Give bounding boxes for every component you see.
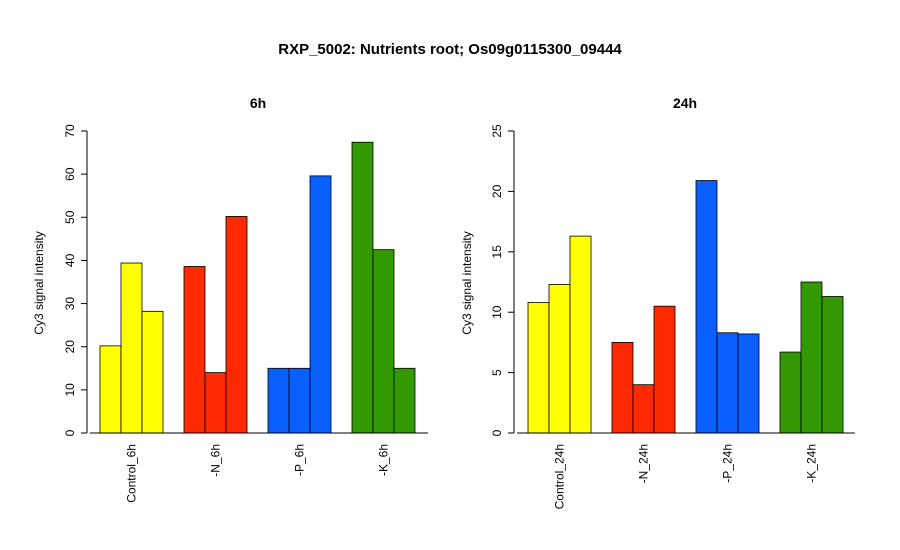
bar-Control_6h-3 — [141, 310, 164, 434]
category-label: -N_6h — [209, 444, 223, 477]
bars — [99, 141, 416, 434]
bar--K_6h-1 — [351, 141, 374, 434]
bar--N_6h-2 — [204, 372, 227, 434]
bar--N_6h-3 — [225, 216, 248, 434]
main-title: RXP_5002: Nutrients root; Os09g0115300_0… — [278, 41, 622, 58]
axes: 0 5 10 15 20 25 Control_24h -N_24h -P_24h -K_24h — [490, 124, 855, 509]
bar--P_6h-1 — [267, 367, 290, 434]
bar--P_6h-2 — [288, 367, 311, 434]
y-tick-label: 30 — [63, 297, 77, 311]
bar--P_24h-1 — [695, 180, 718, 434]
category-label: Control_24h — [553, 444, 567, 509]
bar--K_6h-2 — [372, 249, 395, 434]
y-tick-label: 0 — [63, 429, 77, 436]
panel-title: 24h — [673, 95, 697, 111]
axes: 0 10 20 30 40 50 60 70 Control_6h -N_6h -P_6h -K_6h — [63, 124, 428, 503]
chart-panel-24h: 24h Cy3 signal intensity 0 5 10 15 20 25 Contr… — [460, 95, 855, 509]
y-tick-label: 20 — [490, 184, 504, 198]
bar-Control_24h-2 — [548, 284, 571, 434]
category-label: Control_6h — [125, 444, 139, 503]
bar-Control_24h-3 — [569, 235, 592, 434]
bar--K_24h-3 — [821, 296, 844, 434]
chart-panel-6h: 6h Cy3 signal intensity 0 10 20 30 40 50 60 70 C… — [32, 95, 428, 503]
y-tick-label: 5 — [490, 369, 504, 376]
y-tick-label: 0 — [490, 429, 504, 436]
category-label: -P_24h — [721, 444, 735, 483]
bar--K_24h-2 — [800, 281, 823, 434]
y-tick-label: 20 — [63, 340, 77, 354]
bars — [527, 180, 844, 434]
bar--N_24h-2 — [632, 384, 655, 434]
bar-Control_6h-2 — [120, 262, 143, 434]
y-tick-label: 70 — [63, 124, 77, 138]
bar--N_24h-1 — [611, 341, 634, 434]
category-label: -P_6h — [293, 444, 307, 476]
y-tick-label: 10 — [490, 305, 504, 319]
panel-title: 6h — [250, 95, 266, 111]
bar--N_24h-3 — [653, 305, 676, 434]
y-tick-label: 50 — [63, 210, 77, 224]
bar--K_6h-3 — [393, 367, 416, 434]
bar-Control_6h-1 — [99, 345, 122, 434]
y-tick-label: 40 — [63, 253, 77, 267]
y-axis-label: Cy3 signal intensity — [32, 231, 46, 334]
bar--P_6h-3 — [309, 175, 332, 434]
bar--P_24h-2 — [716, 332, 739, 434]
y-tick-label: 10 — [63, 383, 77, 397]
y-tick-label: 15 — [490, 245, 504, 259]
y-axis-label: Cy3 signal intensity — [460, 231, 474, 334]
category-label: -N_24h — [637, 444, 651, 483]
category-label: -K_6h — [377, 444, 391, 476]
category-label: -K_24h — [805, 444, 819, 483]
bar--N_6h-1 — [183, 266, 206, 434]
bar--K_24h-1 — [779, 351, 802, 434]
bar--P_24h-3 — [737, 333, 760, 434]
y-tick-label: 25 — [490, 124, 504, 138]
y-tick-label: 60 — [63, 167, 77, 181]
bar-Control_24h-1 — [527, 302, 550, 434]
